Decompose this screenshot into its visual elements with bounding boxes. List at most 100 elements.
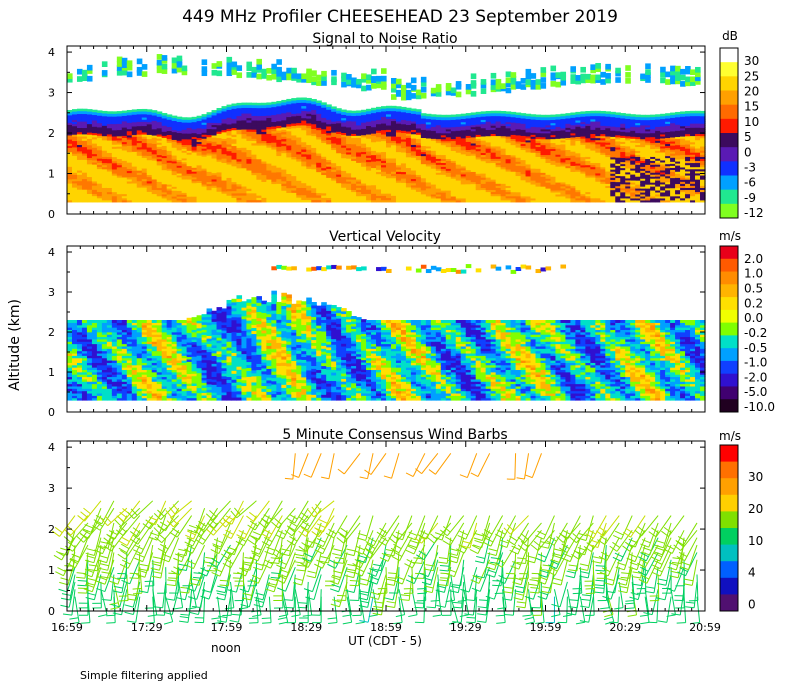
snr-cell [301,168,307,172]
snr-cell [201,148,208,151]
snr-cell [246,167,253,171]
snr-edge-cell [555,116,562,120]
snr-cell [316,187,322,191]
snr-cell [251,190,258,194]
snr-cell [405,120,412,123]
snr-cell [81,180,88,184]
snr-cell [570,187,577,191]
snr-cell [86,176,93,180]
snr-cell [311,126,317,130]
snr-cell [400,141,407,144]
snr-cell [570,149,577,152]
snr-cell [530,160,537,163]
snr-cell [116,148,123,151]
snr-edge-cell [545,114,552,118]
snr-cell [76,123,83,126]
snr-cell [430,197,437,201]
snr-cell [361,170,367,174]
snr-cell [555,128,562,131]
snr-cell [201,170,208,173]
snr-edge-cell [146,114,153,118]
snr-cell [475,171,482,174]
snr-cell [585,156,591,160]
snr-cell [356,160,362,163]
snr-cell [271,194,277,198]
snr-cell [116,123,123,126]
snr-cell [311,123,317,127]
snr-cell [101,154,108,157]
snr-cell [595,189,601,193]
snr-cell [470,193,477,197]
snr-cell [216,182,223,186]
snr-cell [361,172,367,176]
snr-cell [241,156,248,160]
snr-cell [535,140,542,144]
snr-cell [266,142,272,146]
snr-cell [86,146,93,150]
snr-edge-cell [610,116,616,121]
snr-upper-cell [470,80,477,86]
snr-cell [221,122,228,126]
snr-cell [580,164,586,168]
snr-cell [366,189,372,192]
snr-cell [361,122,367,125]
snr-cell [580,191,586,195]
snr-cell [590,164,596,168]
snr-cell [440,188,447,191]
snr-cell [166,156,173,159]
snr-cell [126,126,133,130]
snr-cell [126,147,133,151]
snr-cell [176,190,183,193]
snr-cell [71,129,78,133]
snr-cell [445,186,452,189]
snr-cell [191,176,198,180]
snr-cell [410,120,417,124]
snr-cell [336,135,342,139]
snr-cell [311,128,317,132]
snr-cell [241,119,248,123]
snr-cell [191,130,198,134]
snr-cell [605,146,611,149]
snr-cell [206,183,213,187]
snr-cell [336,148,342,152]
snr-cell [520,151,527,155]
snr-cell [106,185,113,189]
snr-cell [356,168,362,172]
snr-cell [341,119,347,123]
snr-cell [455,136,462,139]
snr-cell [106,170,113,174]
snr-cell [361,147,367,150]
snr-cell [490,152,497,155]
snr-cell [585,174,591,178]
snr-cell [600,199,606,203]
snr-cell [171,166,178,170]
snr-cell [131,123,138,127]
snr-cell [306,153,312,157]
snr-cell [246,172,253,176]
snr-cell [286,163,292,167]
snr-cell [316,166,322,170]
snr-cell [121,149,128,153]
snr-cell [231,125,238,128]
snr-cell [201,181,208,185]
snr-cell [356,128,362,132]
snr-cell [550,122,557,126]
snr-cell [575,152,581,156]
snr-upper-cell [216,70,223,77]
snr-cell [336,139,342,143]
snr-cell [311,190,317,193]
snr-cell [425,175,432,179]
snr-cell [316,185,322,189]
snr-cell [535,122,542,126]
snr-edge-cell [136,113,143,118]
snr-cell [495,187,502,191]
snr-cell [241,144,248,148]
snr-cell [286,180,292,184]
snr-cell [126,130,133,134]
snr-cell [470,124,477,128]
snr-cell [585,193,591,197]
snr-cell [600,193,606,197]
snr-cell [445,170,452,173]
snr-cell [71,167,78,171]
snr-cell [181,154,188,157]
